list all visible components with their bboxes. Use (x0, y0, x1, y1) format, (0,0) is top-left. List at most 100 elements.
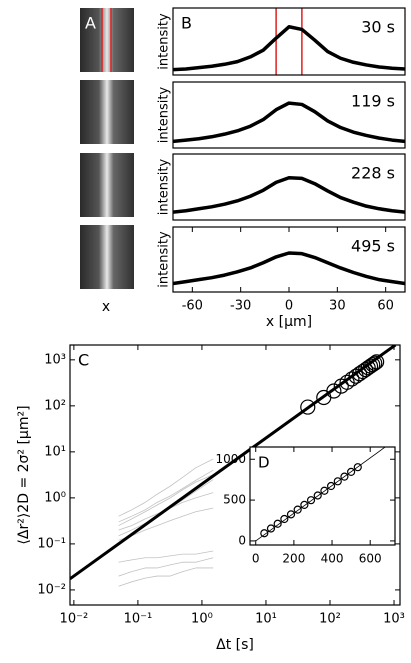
x-tick-label: 0 (285, 299, 293, 314)
marker (365, 357, 381, 373)
y-tick-label: 10⁰ (44, 490, 66, 505)
marker (326, 383, 342, 399)
annotation: 228 s (351, 164, 395, 183)
x-tick-label: -30 (230, 299, 251, 314)
plot-area (173, 251, 405, 286)
series-line (173, 101, 405, 144)
x-tick-label: 60 (377, 299, 394, 314)
panel: 228 s intensity (157, 153, 406, 221)
series-line (173, 25, 405, 72)
x-tick-label: 10⁰ (191, 612, 213, 627)
y-axis-label: intensity (157, 159, 172, 216)
marker (344, 371, 360, 387)
panel-label: D (258, 454, 270, 472)
y-tick-label: 1000 (215, 452, 246, 466)
marker (353, 463, 362, 472)
panel-label: C (78, 351, 89, 370)
frame (69, 344, 401, 606)
panel: 119 s intensity (157, 81, 406, 149)
marker (367, 355, 383, 371)
y-axis-label: intensity (157, 87, 172, 144)
series-line (118, 550, 214, 563)
image (80, 153, 134, 217)
image (80, 225, 134, 289)
panel-a-images: A x (80, 8, 134, 315)
panel: 0 200 400 600 0 500 1000 D (215, 446, 396, 566)
x-axis-label: x (102, 299, 110, 315)
y-tick-label: 10² (44, 398, 66, 413)
plot-area (173, 176, 405, 214)
series-line (118, 557, 214, 577)
y-tick-label: 10⁻¹ (37, 536, 66, 551)
plot-area (173, 8, 405, 75)
marker (266, 524, 276, 533)
panel-label: B (181, 14, 192, 33)
frame (172, 7, 406, 76)
plot-background (250, 447, 395, 545)
y-axis-label: intensity (157, 13, 172, 70)
marker (320, 486, 329, 495)
x-tick-label: 10³ (383, 612, 405, 627)
annotation: 30 s (361, 18, 395, 37)
plot-area (255, 447, 386, 542)
marker (313, 491, 322, 500)
y-axis-label: intensity (157, 231, 172, 288)
series-line (70, 345, 397, 581)
marker (339, 374, 355, 390)
marker (260, 529, 269, 538)
y-tick-label: 10³ (44, 352, 66, 367)
plot-background (173, 227, 405, 292)
x-tick-label: 200 (282, 552, 305, 566)
plot-area (173, 101, 405, 144)
series-line (255, 447, 386, 542)
series-line (118, 458, 214, 517)
series-line (118, 469, 214, 523)
y-axis-label: ⟨Δr²⟩2D = 2σ² [µm²] (16, 405, 32, 544)
y-tick-label: 10⁻² (37, 582, 66, 597)
x-axis-label: x [µm] (266, 314, 312, 330)
x-tick-label: 10⁻¹ (124, 612, 153, 627)
panel: -60 -30 0 30 60 495 s intensity x [µm] (157, 226, 406, 330)
series-line (118, 567, 214, 587)
plot-background (173, 154, 405, 220)
marker (326, 481, 336, 491)
marker (369, 354, 385, 370)
image (80, 80, 134, 144)
x-tick-label: 10¹ (255, 612, 277, 627)
panel-label: A (85, 14, 96, 33)
series-line (173, 176, 405, 214)
marker (347, 467, 356, 477)
series-line (173, 251, 405, 286)
frame (249, 446, 396, 546)
x-tick-label: 0 (252, 552, 260, 566)
marker (300, 399, 316, 415)
plot-area (70, 345, 397, 587)
frame (172, 81, 406, 149)
series-line (118, 474, 214, 526)
x-tick-label: 30 (329, 299, 346, 314)
marker (340, 472, 349, 481)
frame (172, 153, 406, 221)
x-tick-label: 10⁻² (60, 612, 89, 627)
x-axis-label: Δt [s] (216, 637, 254, 653)
series-line (118, 507, 214, 541)
x-tick-label: -60 (182, 299, 203, 314)
image (80, 8, 134, 72)
y-tick-label: 500 (223, 493, 246, 507)
marker (286, 510, 296, 519)
annotation: 119 s (351, 92, 395, 111)
panel: B 30 s intensity (157, 7, 406, 76)
annotation: 495 s (351, 237, 395, 256)
y-tick-label: 10¹ (44, 444, 66, 459)
marker (300, 500, 309, 510)
x-tick-label: 400 (321, 552, 344, 566)
marker (273, 519, 282, 528)
marker (293, 505, 302, 514)
x-tick-label: 10² (319, 612, 341, 627)
y-tick-label: 0 (238, 533, 246, 547)
marker (333, 477, 342, 486)
x-tick-label: 600 (359, 552, 382, 566)
marker (280, 514, 289, 524)
marker (306, 496, 316, 505)
